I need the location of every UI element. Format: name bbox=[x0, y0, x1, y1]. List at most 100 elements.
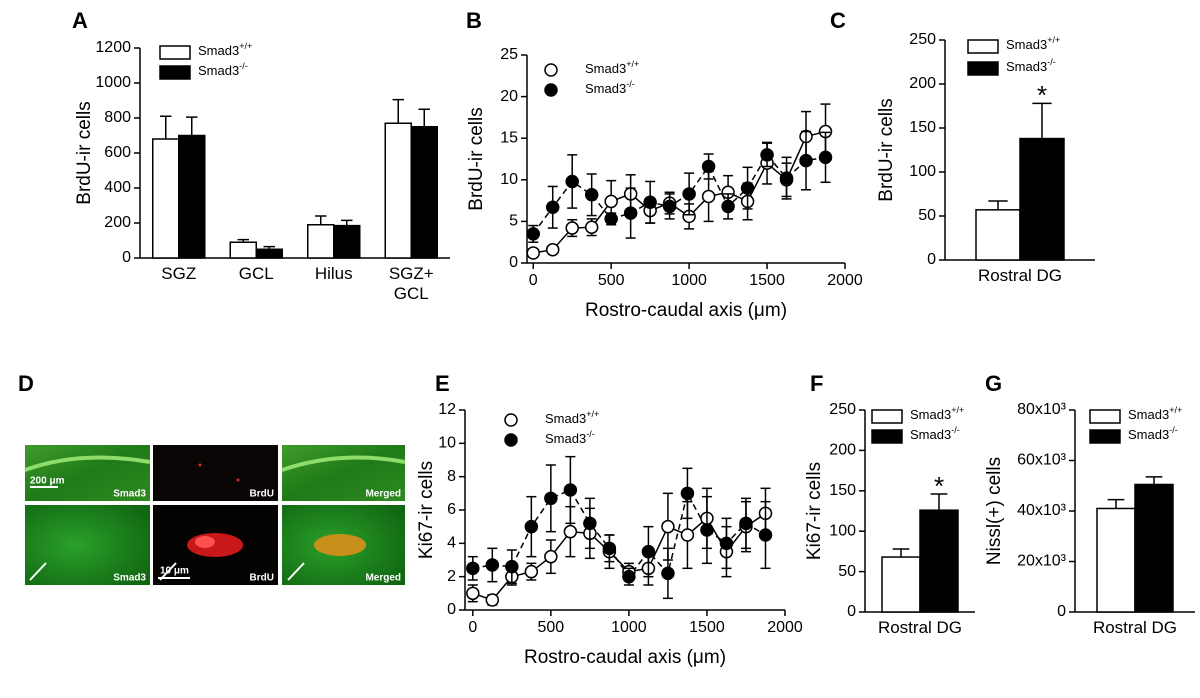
x-tick-label-box: Rostral DG bbox=[978, 266, 1062, 285]
y-axis-label: BrdU-ir cells bbox=[466, 107, 487, 210]
marker bbox=[602, 541, 617, 556]
y-tick-label: 200 bbox=[104, 214, 131, 231]
y-tick-label: 1200 bbox=[95, 39, 131, 56]
marker bbox=[680, 486, 695, 501]
legend-superscript: -/- bbox=[1169, 425, 1178, 435]
legend-name: Smad3 bbox=[910, 427, 951, 442]
marker bbox=[584, 220, 599, 234]
marker bbox=[524, 519, 539, 534]
bar bbox=[255, 248, 283, 259]
y-tick-label: 60x10³ bbox=[1017, 452, 1067, 469]
legend-swatch bbox=[871, 429, 903, 444]
y-tick-label: 0 bbox=[509, 254, 518, 271]
y-tick-label: 0 bbox=[927, 251, 936, 268]
bar bbox=[384, 122, 412, 259]
x-tick-label: 500 bbox=[538, 619, 565, 636]
legend-superscript: -/- bbox=[951, 425, 960, 435]
marker bbox=[583, 516, 597, 531]
bar bbox=[1019, 137, 1065, 261]
marker bbox=[563, 524, 578, 539]
marker bbox=[565, 221, 579, 235]
marker bbox=[682, 187, 696, 201]
x-tick-label-box: Rostral DG bbox=[1093, 618, 1177, 637]
x-tick-label: 2000 bbox=[827, 272, 863, 289]
tile-label: Smad3 bbox=[113, 573, 146, 584]
marker bbox=[623, 206, 638, 220]
legend-name: Smad3 bbox=[1006, 59, 1047, 74]
legend-marker bbox=[504, 433, 518, 447]
marker bbox=[466, 561, 480, 576]
bar bbox=[975, 209, 1021, 261]
legend-name: Smad3 bbox=[545, 411, 586, 426]
series-line bbox=[472, 489, 766, 578]
marker bbox=[563, 483, 578, 497]
marker bbox=[485, 558, 500, 572]
bar bbox=[919, 509, 959, 613]
panel-letter: F bbox=[810, 371, 823, 396]
legend-swatch bbox=[967, 61, 999, 76]
legend-label: Smad3-/- bbox=[198, 61, 248, 78]
legend-label: Smad3+/+ bbox=[1128, 405, 1182, 422]
series-line bbox=[533, 130, 826, 254]
panel-letter: D bbox=[18, 371, 34, 396]
legend-superscript: -/- bbox=[239, 61, 248, 71]
y-tick-label: 20 bbox=[500, 88, 518, 105]
legend-swatch bbox=[871, 409, 903, 424]
legend-label: Smad3-/- bbox=[585, 79, 635, 96]
y-axis-label: Ki67-ir cells bbox=[804, 462, 825, 560]
x-tick-label: 2000 bbox=[767, 619, 803, 636]
marker bbox=[661, 519, 675, 534]
y-tick-label: 50 bbox=[838, 563, 856, 580]
marker bbox=[739, 516, 753, 531]
legend-superscript: +/+ bbox=[951, 405, 964, 415]
x-tick-label: 0 bbox=[468, 619, 477, 636]
panel-letter: C bbox=[830, 8, 846, 33]
x-tick-label: 1500 bbox=[689, 619, 725, 636]
y-tick-label: 1000 bbox=[95, 74, 131, 91]
marker bbox=[524, 564, 539, 579]
panel-letter: G bbox=[985, 371, 1002, 396]
y-tick-label: 200 bbox=[909, 75, 936, 92]
cell bbox=[236, 478, 240, 482]
y-axis-label: BrdU-ir cells bbox=[74, 101, 95, 204]
marker bbox=[719, 536, 734, 551]
bar bbox=[881, 556, 921, 613]
y-tick-label: 8 bbox=[447, 468, 456, 485]
scale-label: 200 μm bbox=[30, 476, 65, 487]
y-tick-label: 800 bbox=[104, 109, 131, 126]
y-tick-label: 5 bbox=[509, 213, 518, 230]
x-tick-label-box: GCL bbox=[238, 264, 274, 283]
y-tick-label: 15 bbox=[500, 129, 518, 146]
legend-label: Smad3-/- bbox=[1128, 425, 1178, 442]
cell-layer bbox=[281, 455, 406, 472]
panel-letter: A bbox=[72, 8, 88, 33]
y-tick-label: 50 bbox=[918, 207, 936, 224]
y-axis-label: Nissl(+) cells bbox=[984, 457, 1005, 565]
marker bbox=[740, 181, 755, 195]
y-tick-label: 600 bbox=[104, 144, 131, 161]
marker bbox=[643, 195, 657, 210]
legend-name: Smad3 bbox=[545, 431, 586, 446]
y-tick-label: 250 bbox=[829, 401, 856, 418]
marker bbox=[661, 566, 675, 581]
x-axis-label: Rostro-caudal axis (μm) bbox=[524, 647, 726, 668]
tile-label: BrdU bbox=[250, 573, 274, 584]
y-tick-label: 150 bbox=[829, 482, 856, 499]
legend-swatch bbox=[1089, 409, 1121, 424]
marker bbox=[680, 528, 695, 542]
marker bbox=[622, 569, 636, 584]
panel-letter: E bbox=[435, 371, 450, 396]
legend-superscript: +/+ bbox=[239, 41, 252, 51]
arrow bbox=[287, 562, 305, 581]
legend-superscript: -/- bbox=[626, 79, 635, 89]
significance-marker: * bbox=[1037, 80, 1047, 110]
legend-marker bbox=[544, 63, 558, 77]
bar bbox=[178, 134, 206, 259]
x-tick-label: SGZ+ GCL bbox=[388, 264, 434, 303]
x-tick-label: Hilus bbox=[314, 264, 353, 283]
micrograph bbox=[25, 445, 150, 501]
marker bbox=[466, 586, 480, 601]
x-tick-label-box: SGZ+ GCL bbox=[388, 264, 434, 303]
series-line bbox=[532, 153, 826, 235]
x-tick-label: GCL bbox=[238, 264, 274, 283]
